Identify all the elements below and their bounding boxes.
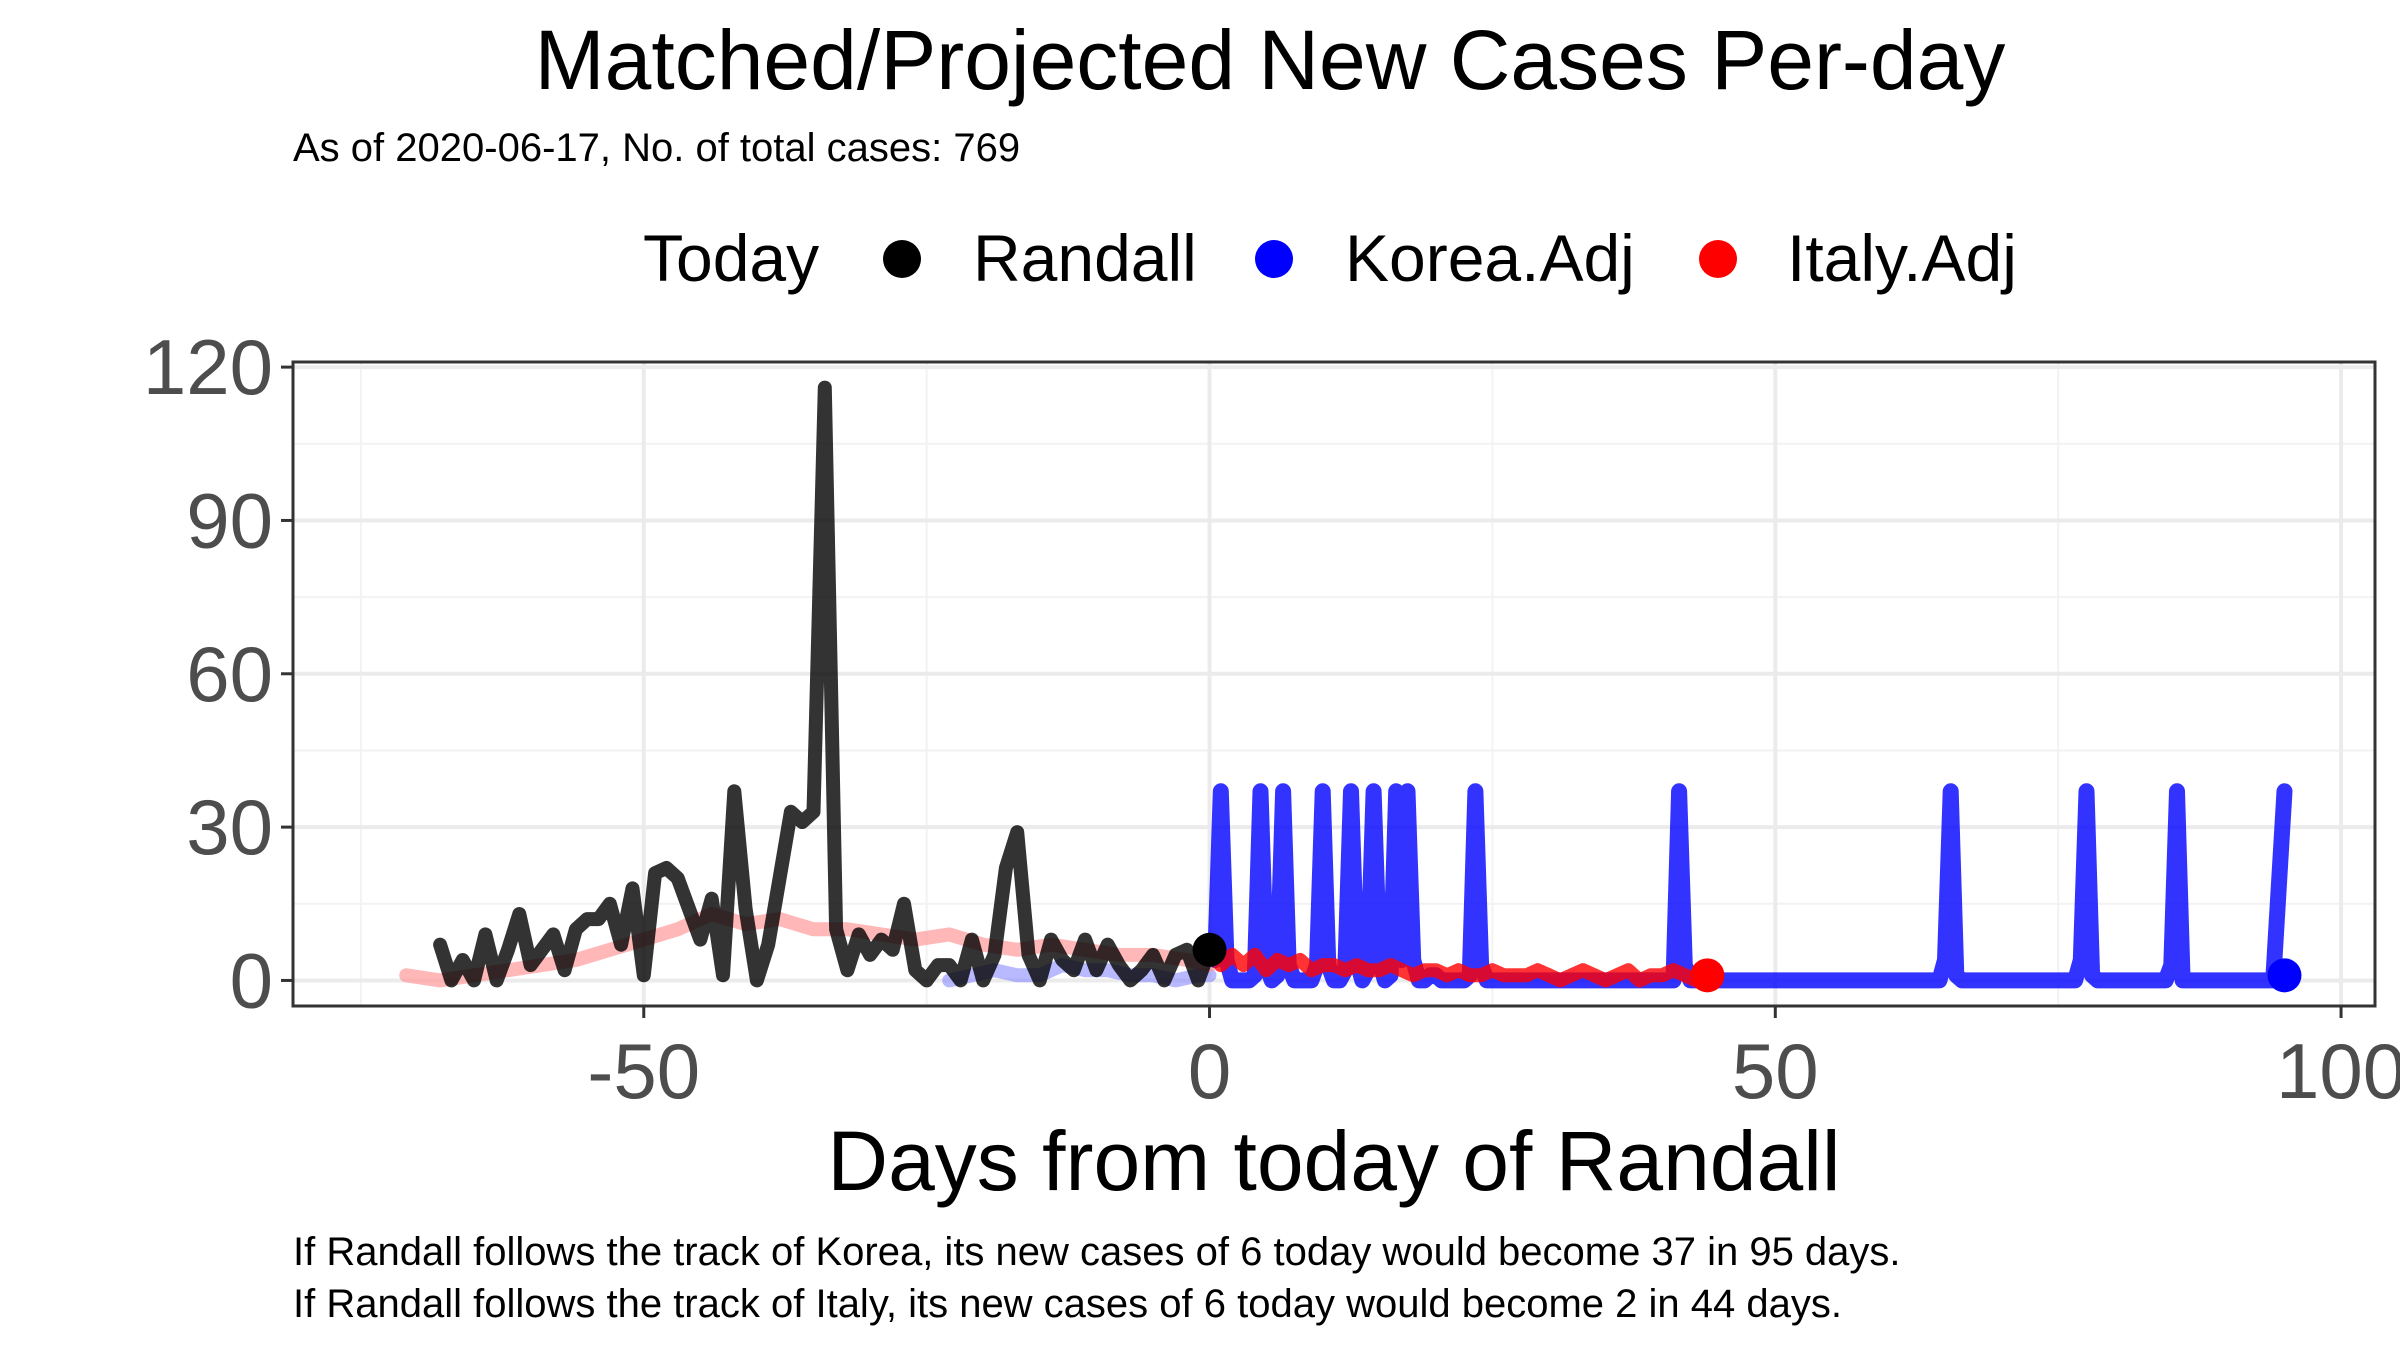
y-tick-label: 120 [143, 323, 273, 411]
series-line-italy-adj [1202, 942, 1715, 988]
series-line-randall [433, 380, 1217, 988]
x-axis-title: Days from today of Randall [827, 1114, 1840, 1208]
x-tick-label: 50 [1732, 1027, 1819, 1115]
legend-title: Today [643, 221, 820, 295]
annotation-italy: If Randall follows the track of Italy, i… [293, 1282, 1842, 1326]
y-tick-label: 30 [186, 783, 273, 871]
x-tick-label: -50 [587, 1027, 700, 1115]
legend-label-korea: Korea.Adj [1345, 221, 1635, 295]
legend: Today Randall Korea.Adj Italy.Adj [0, 218, 2400, 298]
legend-label-italy: Italy.Adj [1787, 221, 2017, 295]
y-tick-label: 0 [230, 936, 273, 1024]
legend-dot-randall [883, 240, 921, 278]
point-italy-adj [1690, 958, 1725, 993]
x-tick-label: 100 [2276, 1027, 2400, 1115]
legend-dot-korea [1255, 240, 1293, 278]
series-line-korea-adj [1201, 783, 2293, 989]
legend-label-randall: Randall [973, 221, 1197, 295]
y-tick-label: 90 [186, 476, 273, 564]
legend-dot-italy [1699, 240, 1737, 278]
plot-border [291, 360, 2377, 1008]
chart-subtitle: As of 2020-06-17, No. of total cases: 76… [293, 126, 1021, 170]
annotation-korea: If Randall follows the track of Korea, i… [293, 1230, 1901, 1274]
x-tick-label: 0 [1188, 1027, 1231, 1115]
point-korea-adj [2267, 958, 2302, 993]
y-tick-label: 60 [186, 630, 273, 718]
chart-title: Matched/Projected New Cases Per-day [534, 13, 2006, 107]
point-randall [1192, 932, 1227, 967]
